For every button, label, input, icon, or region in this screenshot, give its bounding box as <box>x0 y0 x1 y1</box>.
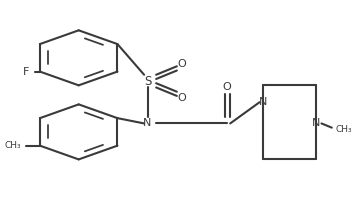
Text: O: O <box>178 59 186 69</box>
Text: N: N <box>143 118 152 128</box>
Text: O: O <box>178 93 186 103</box>
Text: CH₃: CH₃ <box>4 141 21 150</box>
Text: O: O <box>222 82 231 92</box>
Text: CH₃: CH₃ <box>335 125 352 134</box>
Text: S: S <box>144 75 151 88</box>
Text: N: N <box>259 97 267 107</box>
Text: F: F <box>23 67 29 77</box>
Text: N: N <box>312 118 321 128</box>
